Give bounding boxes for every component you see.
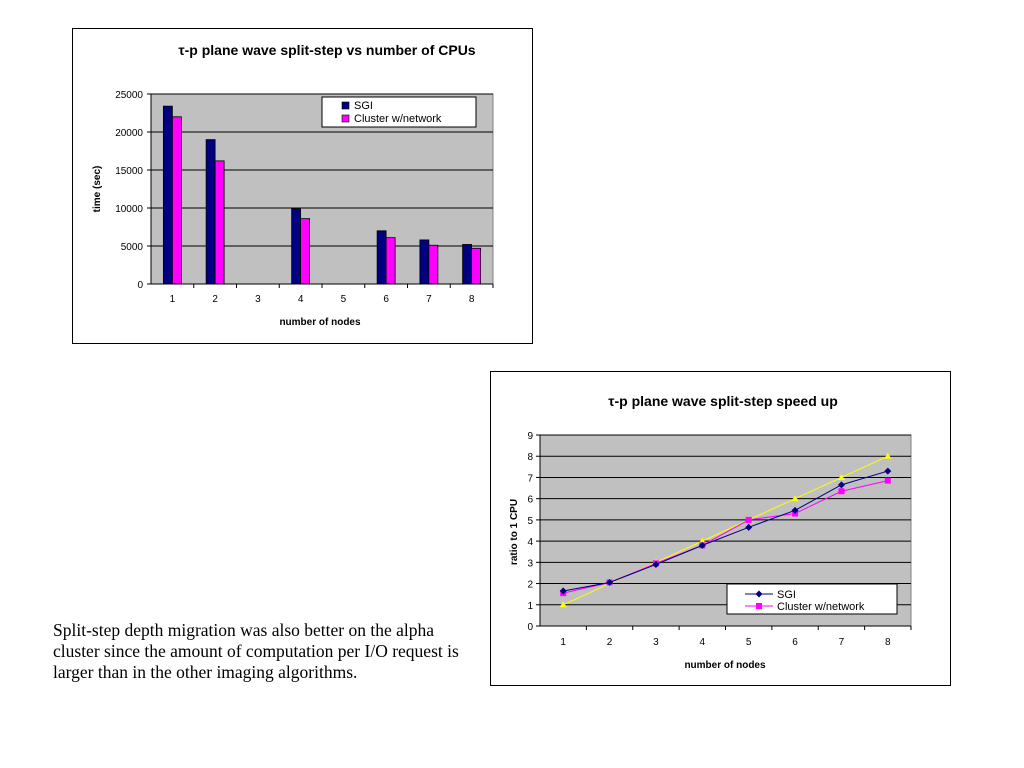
x-tick-label: 2: [607, 637, 613, 648]
x-tick-label: 5: [341, 294, 347, 305]
x-tick-labels: 1 2 3 4 5 6 7 8: [170, 294, 475, 305]
legend-swatch-cluster: [341, 114, 350, 123]
bar-sgi: [462, 244, 473, 285]
y-tick-label: 3: [527, 558, 533, 569]
legend-swatch-sgi: [341, 101, 350, 110]
grid-lines: [540, 434, 911, 606]
chart-title: τ-p plane wave split-step speed up: [608, 393, 838, 409]
point-sgi: [698, 541, 706, 549]
y-tick-label: 0: [527, 622, 533, 633]
point-sgi: [837, 481, 845, 489]
x-tick-label: 1: [560, 637, 566, 648]
x-tick-label: 3: [653, 637, 659, 648]
chart-title: τ-p plane wave split-step vs number of C…: [178, 42, 475, 58]
y-tick-label: 9: [527, 431, 533, 442]
y-tick-labels: 0 5000 10000 15000 20000 25000: [115, 90, 143, 291]
bar-sgi: [419, 239, 430, 285]
point-sgi: [745, 523, 753, 531]
y-axis-label: ratio to 1 CPU: [509, 499, 520, 565]
series-line-sgi: [563, 470, 888, 592]
y-tick-label: 5: [527, 516, 533, 527]
legend: SGI Cluster w/network: [726, 583, 898, 615]
x-axis-label: number of nodes: [684, 660, 766, 671]
bar-sgi: [291, 208, 302, 285]
point-ideal: [884, 452, 892, 459]
line-chart: τ-p plane wave split-step speed up 0 1 2 3 4…: [509, 393, 912, 671]
y-tick-label: 5000: [121, 242, 144, 253]
legend-label-cluster: Cluster w/network: [354, 113, 442, 125]
point-sgi: [606, 578, 614, 586]
y-tick-label: 0: [137, 280, 143, 291]
point-cluster: [884, 477, 891, 484]
legend: SGI Cluster w/network: [321, 96, 477, 128]
point-sgi: [791, 506, 799, 514]
point-ideal: [698, 537, 706, 544]
point-sgi: [652, 560, 660, 568]
bar-cluster: [300, 218, 311, 285]
y-tick-label: 10000: [115, 204, 143, 215]
point-sgi: [884, 467, 892, 475]
x-tick-label: 2: [212, 294, 218, 305]
legend-label-cluster: Cluster w/network: [777, 601, 865, 613]
bar-cluster: [428, 244, 439, 285]
y-tick-label: 25000: [115, 90, 143, 101]
legend-box: [726, 583, 898, 615]
bar-cluster: [471, 247, 482, 285]
caption-paragraph: Split-step depth migration was also bett…: [53, 620, 459, 682]
y-tick-label: 8: [527, 452, 533, 463]
y-tick-label: 2: [527, 580, 533, 591]
legend-label-sgi: SGI: [777, 589, 796, 601]
x-tick-label: 5: [746, 637, 752, 648]
bar-chart: τ-p plane wave split-step vs number of C…: [92, 42, 494, 328]
y-tick-label: 6: [527, 495, 533, 506]
point-cluster: [838, 488, 845, 495]
series-lines: [559, 452, 892, 608]
y-tick-label: 7: [527, 473, 533, 484]
y-axis-label: time (sec): [92, 166, 103, 213]
y-tick-labels: 0 1 2 3 4 5 6 7 8 9: [527, 431, 533, 633]
x-tick-label: 4: [298, 294, 304, 305]
legend-marker-sgi: [755, 590, 763, 598]
point-ideal: [791, 495, 799, 502]
axes: [536, 434, 912, 630]
bar-sgi: [162, 105, 173, 285]
y-tick-label: 4: [527, 537, 533, 548]
x-tick-label: 8: [885, 637, 891, 648]
y-tick-label: 20000: [115, 128, 143, 139]
x-tick-label: 3: [255, 294, 261, 305]
y-tick-label: 15000: [115, 166, 143, 177]
bar-sgi: [205, 139, 216, 285]
point-ideal: [837, 473, 845, 480]
bar-cluster: [214, 160, 225, 285]
x-tick-label: 7: [839, 637, 845, 648]
bar-chart-panel: τ-p plane wave split-step vs number of C…: [72, 28, 533, 344]
axes: [147, 93, 494, 288]
y-tick-label: 1: [527, 601, 533, 612]
x-tick-label: 1: [170, 294, 176, 305]
x-tick-label: 7: [426, 294, 432, 305]
x-tick-label: 6: [383, 294, 389, 305]
bar-cluster: [385, 237, 396, 285]
legend-marker-cluster: [756, 603, 762, 609]
point-sgi: [559, 587, 567, 595]
x-tick-label: 6: [792, 637, 798, 648]
x-tick-labels: 1 2 3 4 5 6 7 8: [560, 637, 891, 648]
legend-label-sgi: SGI: [354, 100, 373, 112]
line-chart-panel: τ-p plane wave split-step speed up 0 1 2 3 4…: [490, 371, 951, 686]
bar-sgi: [376, 230, 387, 285]
point-ideal: [559, 601, 567, 608]
x-tick-label: 4: [700, 637, 706, 648]
bar-cluster: [171, 116, 182, 285]
point-cluster: [745, 516, 752, 523]
x-tick-label: 8: [469, 294, 475, 305]
x-axis-label: number of nodes: [279, 317, 361, 328]
